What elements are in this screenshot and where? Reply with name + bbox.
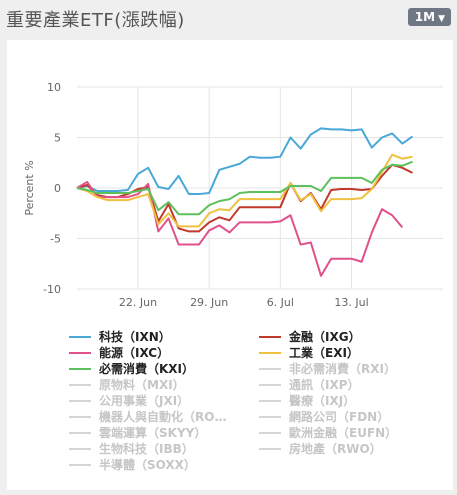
legend-swatch bbox=[259, 351, 281, 354]
legend-item[interactable]: 工業（EXI） bbox=[259, 344, 359, 361]
legend-item[interactable]: 金融（IXG） bbox=[259, 328, 361, 345]
legend-swatch bbox=[69, 367, 91, 370]
range-label: 1M bbox=[414, 10, 436, 24]
legend-item[interactable]: 房地產（RWO） bbox=[259, 440, 382, 457]
series-line-4[interactable] bbox=[76, 160, 413, 216]
legend-item[interactable]: 半導體（SOXX） bbox=[69, 456, 196, 473]
legend-item[interactable]: 原物料（MXI） bbox=[69, 376, 185, 393]
line-chart: 10 5 0 -5 -10 22. Jun 29. Jun 6. Jul 13. Jul Pe… bbox=[23, 81, 443, 309]
y-tick-label: -5 bbox=[50, 233, 61, 246]
y-tick-label: 5 bbox=[54, 132, 61, 145]
legend-label: 網路公司（FDN） bbox=[289, 410, 390, 424]
legend-swatch bbox=[69, 431, 91, 434]
legend-swatch bbox=[259, 335, 281, 338]
y-tick-label: 10 bbox=[47, 81, 61, 94]
y-tick-label: 0 bbox=[54, 182, 61, 195]
legend-label: 必需消費（KXI） bbox=[99, 362, 195, 376]
legend-item[interactable]: 能源（IXC） bbox=[69, 344, 169, 361]
legend-item[interactable]: 公用事業（JXI） bbox=[69, 392, 189, 409]
x-tick-label: 6. Jul bbox=[267, 296, 294, 309]
page-title: 重要產業ETF(漲跌幅) bbox=[6, 10, 185, 31]
legend-label: 公用事業（JXI） bbox=[99, 394, 190, 408]
header: 重要產業ETF(漲跌幅) 1M ▼ bbox=[0, 0, 457, 38]
legend-swatch bbox=[69, 415, 91, 418]
legend-item[interactable]: 雲端運算（SKYY） bbox=[69, 424, 206, 441]
range-dropdown-button[interactable]: 1M ▼ bbox=[407, 8, 451, 26]
legend-label: 金融（IXG） bbox=[289, 330, 361, 344]
legend-item[interactable]: 生物科技（IBB） bbox=[69, 440, 194, 457]
legend-label: 雲端運算（SKYY） bbox=[99, 426, 207, 440]
legend-swatch bbox=[69, 335, 91, 338]
legend-item[interactable]: 網路公司（FDN） bbox=[259, 408, 389, 425]
legend-label: 工業（EXI） bbox=[289, 346, 359, 360]
chart-card: 10 5 0 -5 -10 22. Jun 29. Jun 6. Jul 13. Jul Pe… bbox=[7, 40, 453, 490]
legend-swatch bbox=[259, 447, 281, 450]
legend-item[interactable]: 非必需消費（RXI） bbox=[259, 360, 396, 377]
x-tick-label: 29. Jun bbox=[190, 296, 228, 309]
series-line-0[interactable] bbox=[76, 127, 414, 196]
series-line-3[interactable] bbox=[76, 153, 413, 228]
legend-label: 能源（IXC） bbox=[99, 346, 170, 360]
legend-item[interactable]: 通訊（IXP） bbox=[259, 376, 360, 393]
legend-swatch bbox=[69, 351, 91, 354]
legend-swatch bbox=[259, 367, 281, 370]
legend-item[interactable]: 醫療（IXJ） bbox=[259, 392, 355, 409]
series-line-2[interactable] bbox=[76, 180, 404, 277]
legend-item[interactable]: 歐洲金融（EUFN） bbox=[259, 424, 397, 441]
y-axis-label: Percent % bbox=[23, 160, 36, 215]
legend-label: 醫療（IXJ） bbox=[289, 394, 356, 408]
legend-swatch bbox=[259, 415, 281, 418]
legend-item[interactable]: 機器人與自動化（RO… bbox=[69, 408, 226, 425]
legend-label: 通訊（IXP） bbox=[289, 378, 360, 392]
caret-down-icon: ▼ bbox=[438, 14, 445, 24]
legend-swatch bbox=[69, 399, 91, 402]
legend-swatch bbox=[259, 383, 281, 386]
legend-item[interactable]: 必需消費（KXI） bbox=[69, 360, 194, 377]
legend-item[interactable]: 科技（IXN） bbox=[69, 328, 171, 345]
legend-swatch bbox=[69, 463, 91, 466]
legend-swatch bbox=[69, 447, 91, 450]
x-tick-label: 13. Jul bbox=[334, 296, 368, 309]
y-tick-label: -10 bbox=[43, 283, 61, 296]
legend-label: 房地產（RWO） bbox=[289, 442, 382, 456]
legend-label: 原物料（MXI） bbox=[99, 378, 185, 392]
x-tick-label: 22. Jun bbox=[119, 296, 157, 309]
legend-label: 科技（IXN） bbox=[99, 330, 171, 344]
legend-label: 非必需消費（RXI） bbox=[289, 362, 396, 376]
legend-swatch bbox=[69, 383, 91, 386]
legend-label: 半導體（SOXX） bbox=[99, 458, 196, 472]
legend-swatch bbox=[259, 431, 281, 434]
legend-swatch bbox=[259, 399, 281, 402]
legend-label: 歐洲金融（EUFN） bbox=[289, 426, 398, 440]
legend-label: 生物科技（IBB） bbox=[99, 442, 194, 456]
legend-label: 機器人與自動化（RO… bbox=[99, 410, 227, 424]
